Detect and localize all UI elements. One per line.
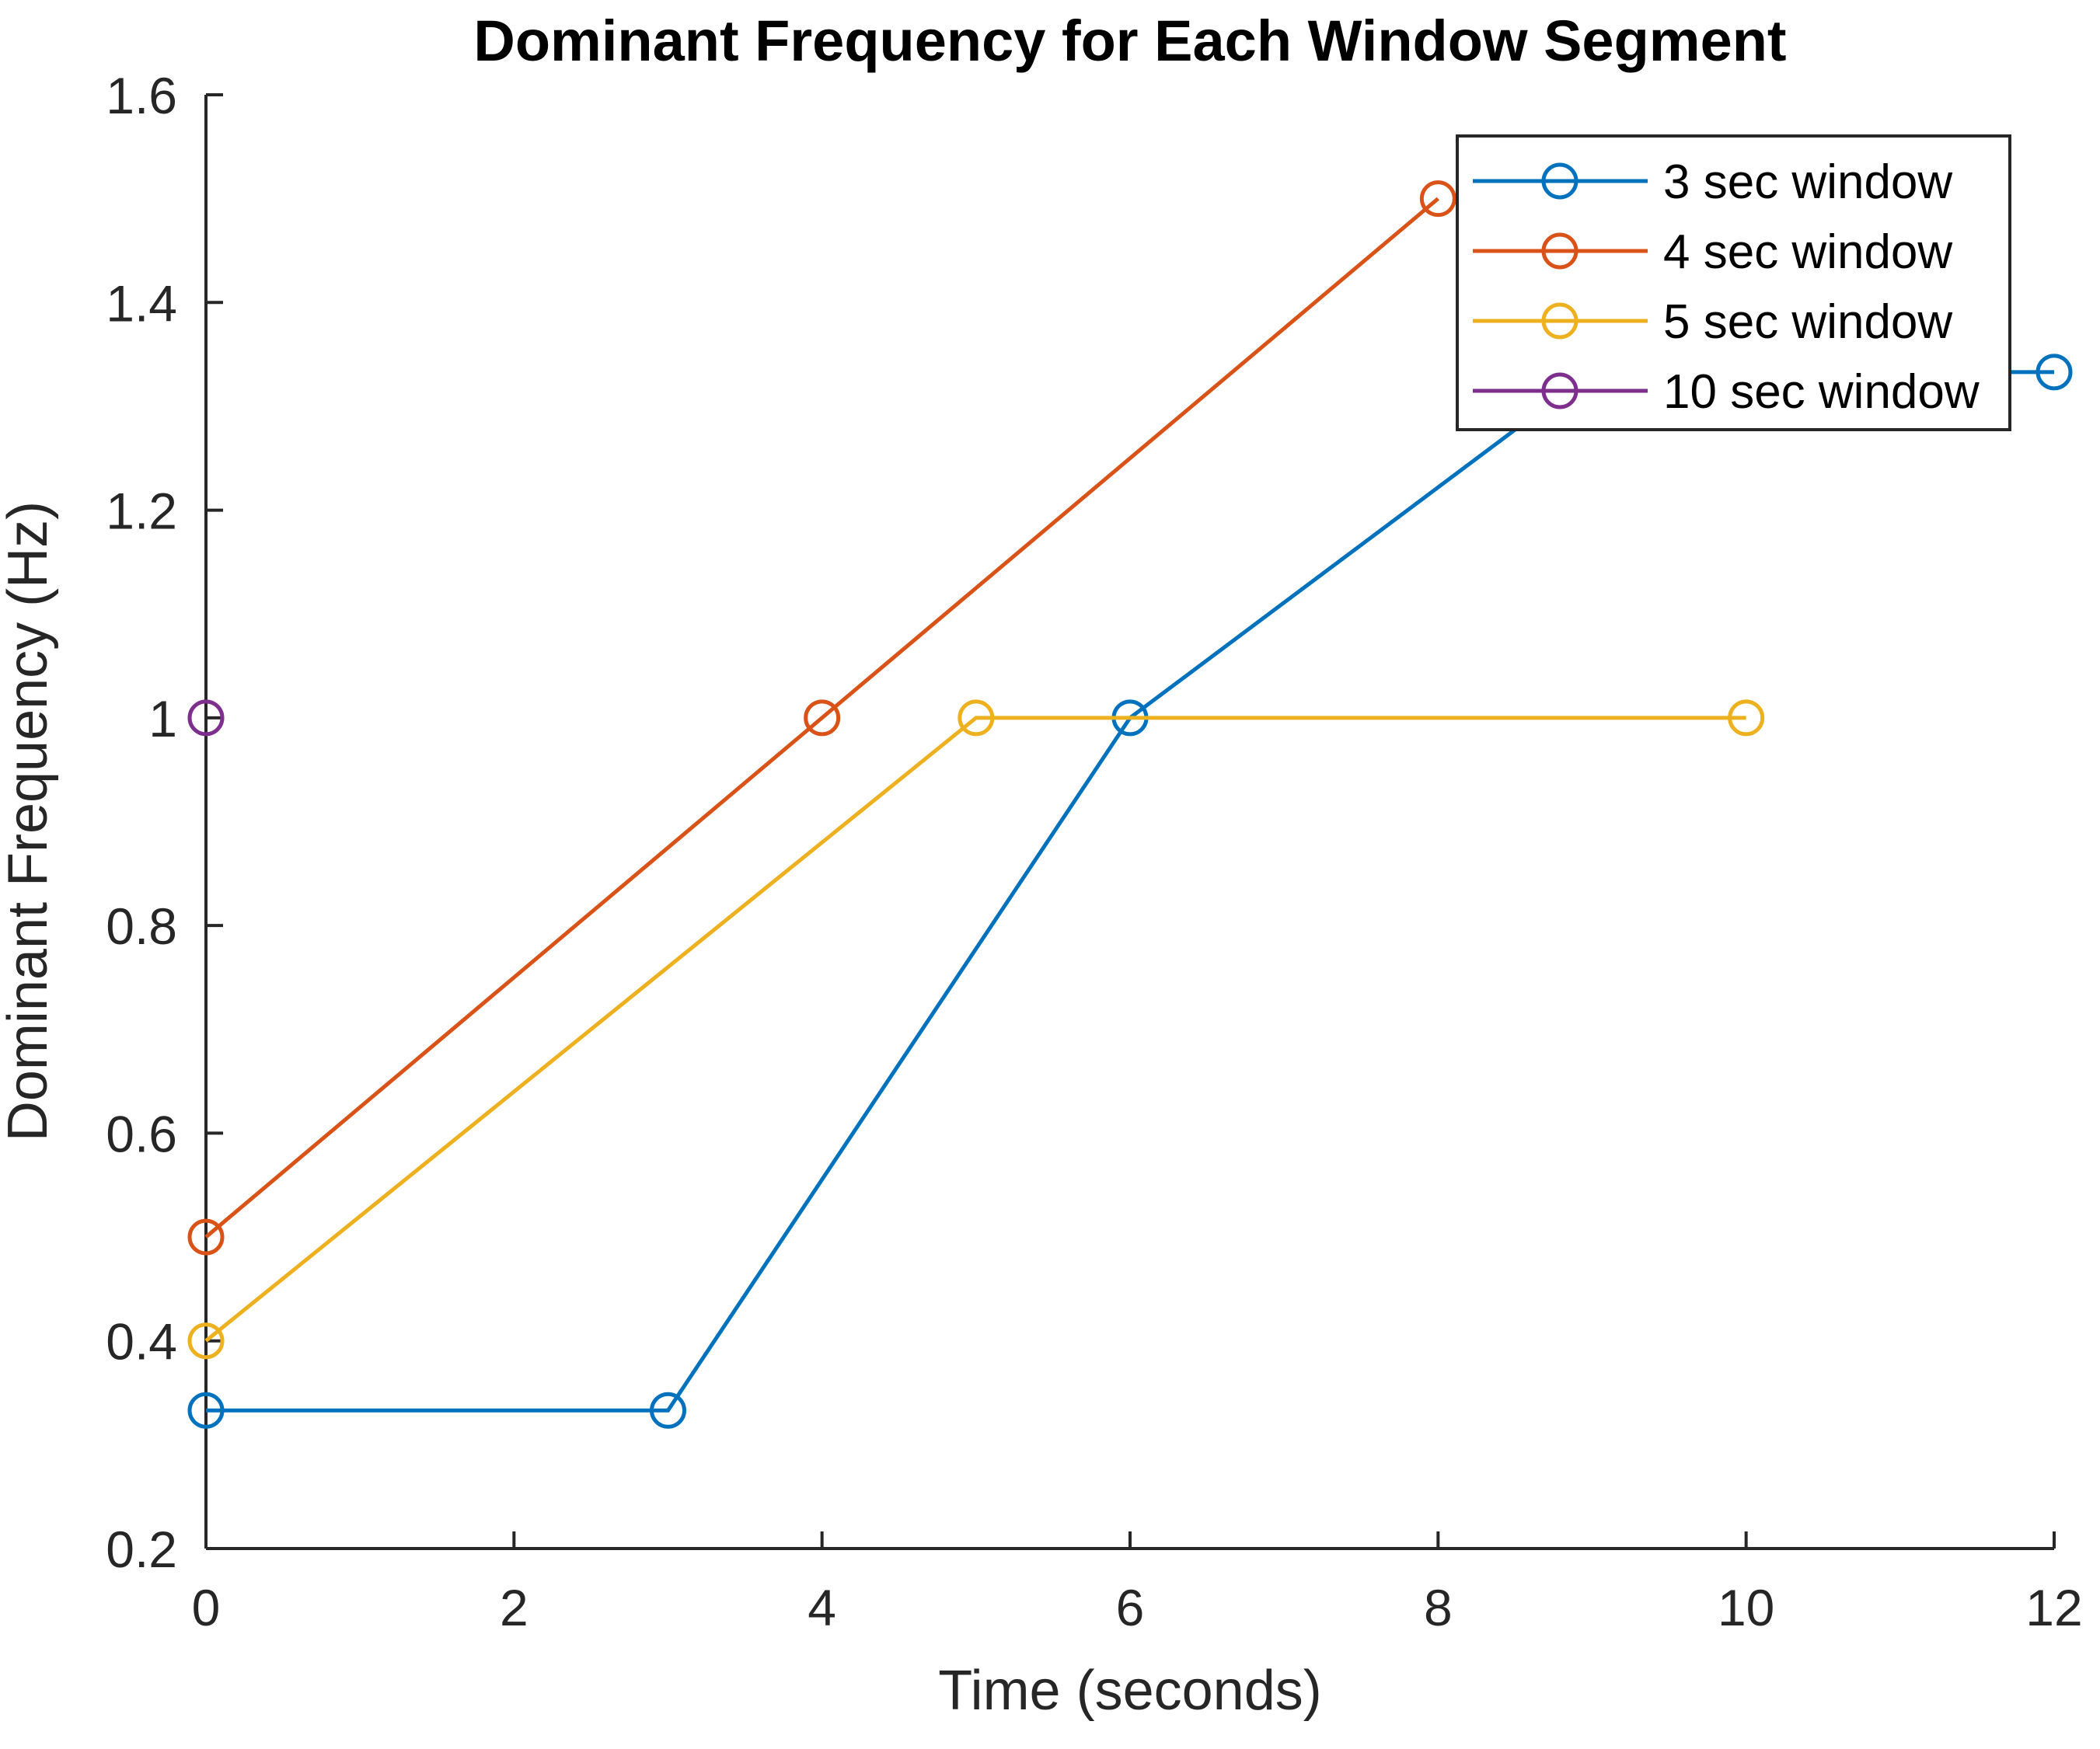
y-tick-label: 0.4 (106, 1313, 177, 1371)
y-tick-label: 1.6 (106, 67, 177, 124)
series-line (206, 370, 2054, 1413)
x-tick-label: 2 (500, 1579, 528, 1636)
legend-item-label: 3 sec window (1663, 155, 1952, 209)
x-axis-label: Time (seconds) (938, 1660, 1321, 1722)
series-marker (1728, 699, 1765, 737)
y-tick-label: 0.8 (106, 897, 177, 955)
legend-item-label: 5 sec window (1663, 295, 1952, 349)
legend-sample-marker (1541, 232, 1578, 270)
series-marker (1419, 180, 1456, 218)
y-axis-label: Dominant Frequency (Hz) (0, 501, 59, 1141)
x-tick-label: 8 (1424, 1579, 1453, 1636)
legend-item-label: 10 sec window (1663, 365, 1980, 419)
legend-sample-marker (1541, 372, 1578, 409)
x-tick-label: 6 (1116, 1579, 1145, 1636)
x-tick-label: 10 (1718, 1579, 1774, 1636)
legend: 3 sec window 4 sec window 5 sec window 10 s… (1456, 134, 2011, 431)
chart-title: Dominant Frequency for Each Window Segme… (473, 9, 1786, 73)
legend-item-label: 4 sec window (1663, 225, 1952, 279)
series-marker (2035, 354, 2073, 391)
y-tick-label: 0.2 (106, 1521, 177, 1578)
series-marker (187, 1392, 225, 1429)
series-line (204, 716, 1746, 1343)
y-tick-label: 1.4 (106, 274, 177, 332)
series-line (204, 197, 1439, 1239)
series-marker (804, 699, 841, 737)
y-tick-label: 1.2 (106, 483, 177, 540)
series-marker (187, 1322, 225, 1360)
legend-sample-marker (1541, 162, 1578, 200)
legend-sample-marker (1541, 302, 1578, 340)
series-marker (650, 1392, 686, 1429)
x-tick-label: 12 (2025, 1579, 2082, 1636)
series-marker (958, 699, 995, 737)
x-tick-label: 4 (808, 1579, 836, 1636)
y-tick-label: 1 (148, 690, 177, 747)
axes: 0 2 4 6 8 10 12 0.2 0.4 0.6 0.8 1 1.2 1.4 1.6 (106, 67, 2082, 1636)
y-tick-label: 0.6 (106, 1105, 177, 1162)
series-marker (187, 1218, 225, 1256)
series-marker (187, 699, 225, 737)
x-tick-label: 0 (192, 1579, 221, 1636)
